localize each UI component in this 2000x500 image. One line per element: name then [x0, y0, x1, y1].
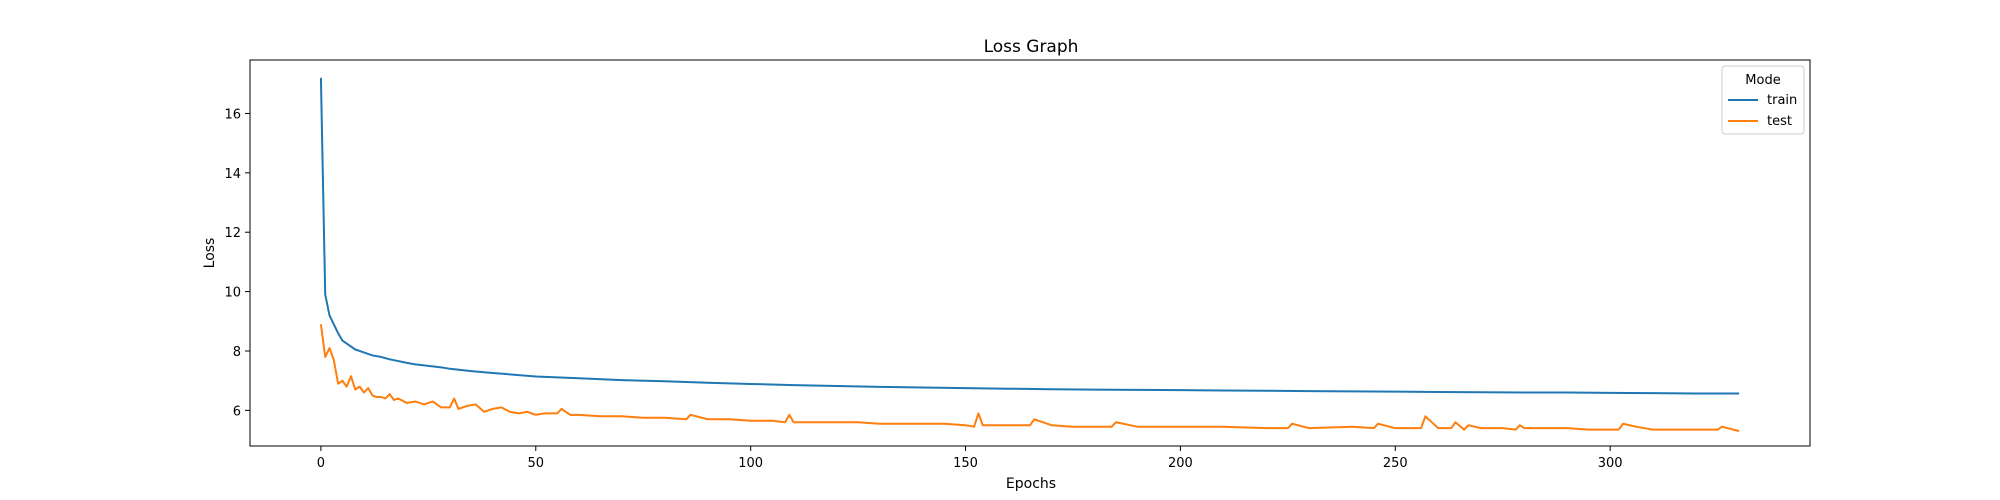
- x-tick-label: 300: [1598, 456, 1623, 471]
- series-line-test: [319, 324, 1740, 433]
- legend-box: [1721, 65, 1805, 135]
- chart-title: Loss Graph: [984, 37, 1079, 57]
- y-axis-label: Loss: [202, 238, 218, 269]
- x-axis-ticks: 0 50 100 150 200 250 300: [317, 446, 1623, 471]
- plot-frame: [249, 59, 1811, 447]
- legend-title: Mode: [1745, 73, 1780, 88]
- x-tick-label: 100: [738, 456, 763, 471]
- y-tick-label: 6: [233, 404, 241, 419]
- y-tick-label: 16: [224, 107, 241, 122]
- x-tick-label: 250: [1383, 456, 1408, 471]
- legend-label-train: train: [1767, 93, 1797, 108]
- series-line-train: [319, 77, 1740, 395]
- y-tick-label: 10: [224, 286, 241, 301]
- series-layer: [319, 77, 1740, 433]
- legend: Mode train test: [1721, 65, 1805, 135]
- x-tick-label: 150: [953, 456, 978, 471]
- x-axis-label: Epochs: [1006, 476, 1056, 492]
- x-tick-label: 200: [1168, 456, 1193, 471]
- y-tick-label: 14: [224, 167, 241, 182]
- x-tick-label: 50: [528, 456, 545, 471]
- y-axis-ticks: 6 8 10 12 14 16: [224, 107, 250, 419]
- y-tick-label: 8: [233, 345, 241, 360]
- y-tick-label: 12: [224, 226, 241, 241]
- legend-label-test: test: [1767, 114, 1792, 129]
- x-tick-label: 0: [317, 456, 325, 471]
